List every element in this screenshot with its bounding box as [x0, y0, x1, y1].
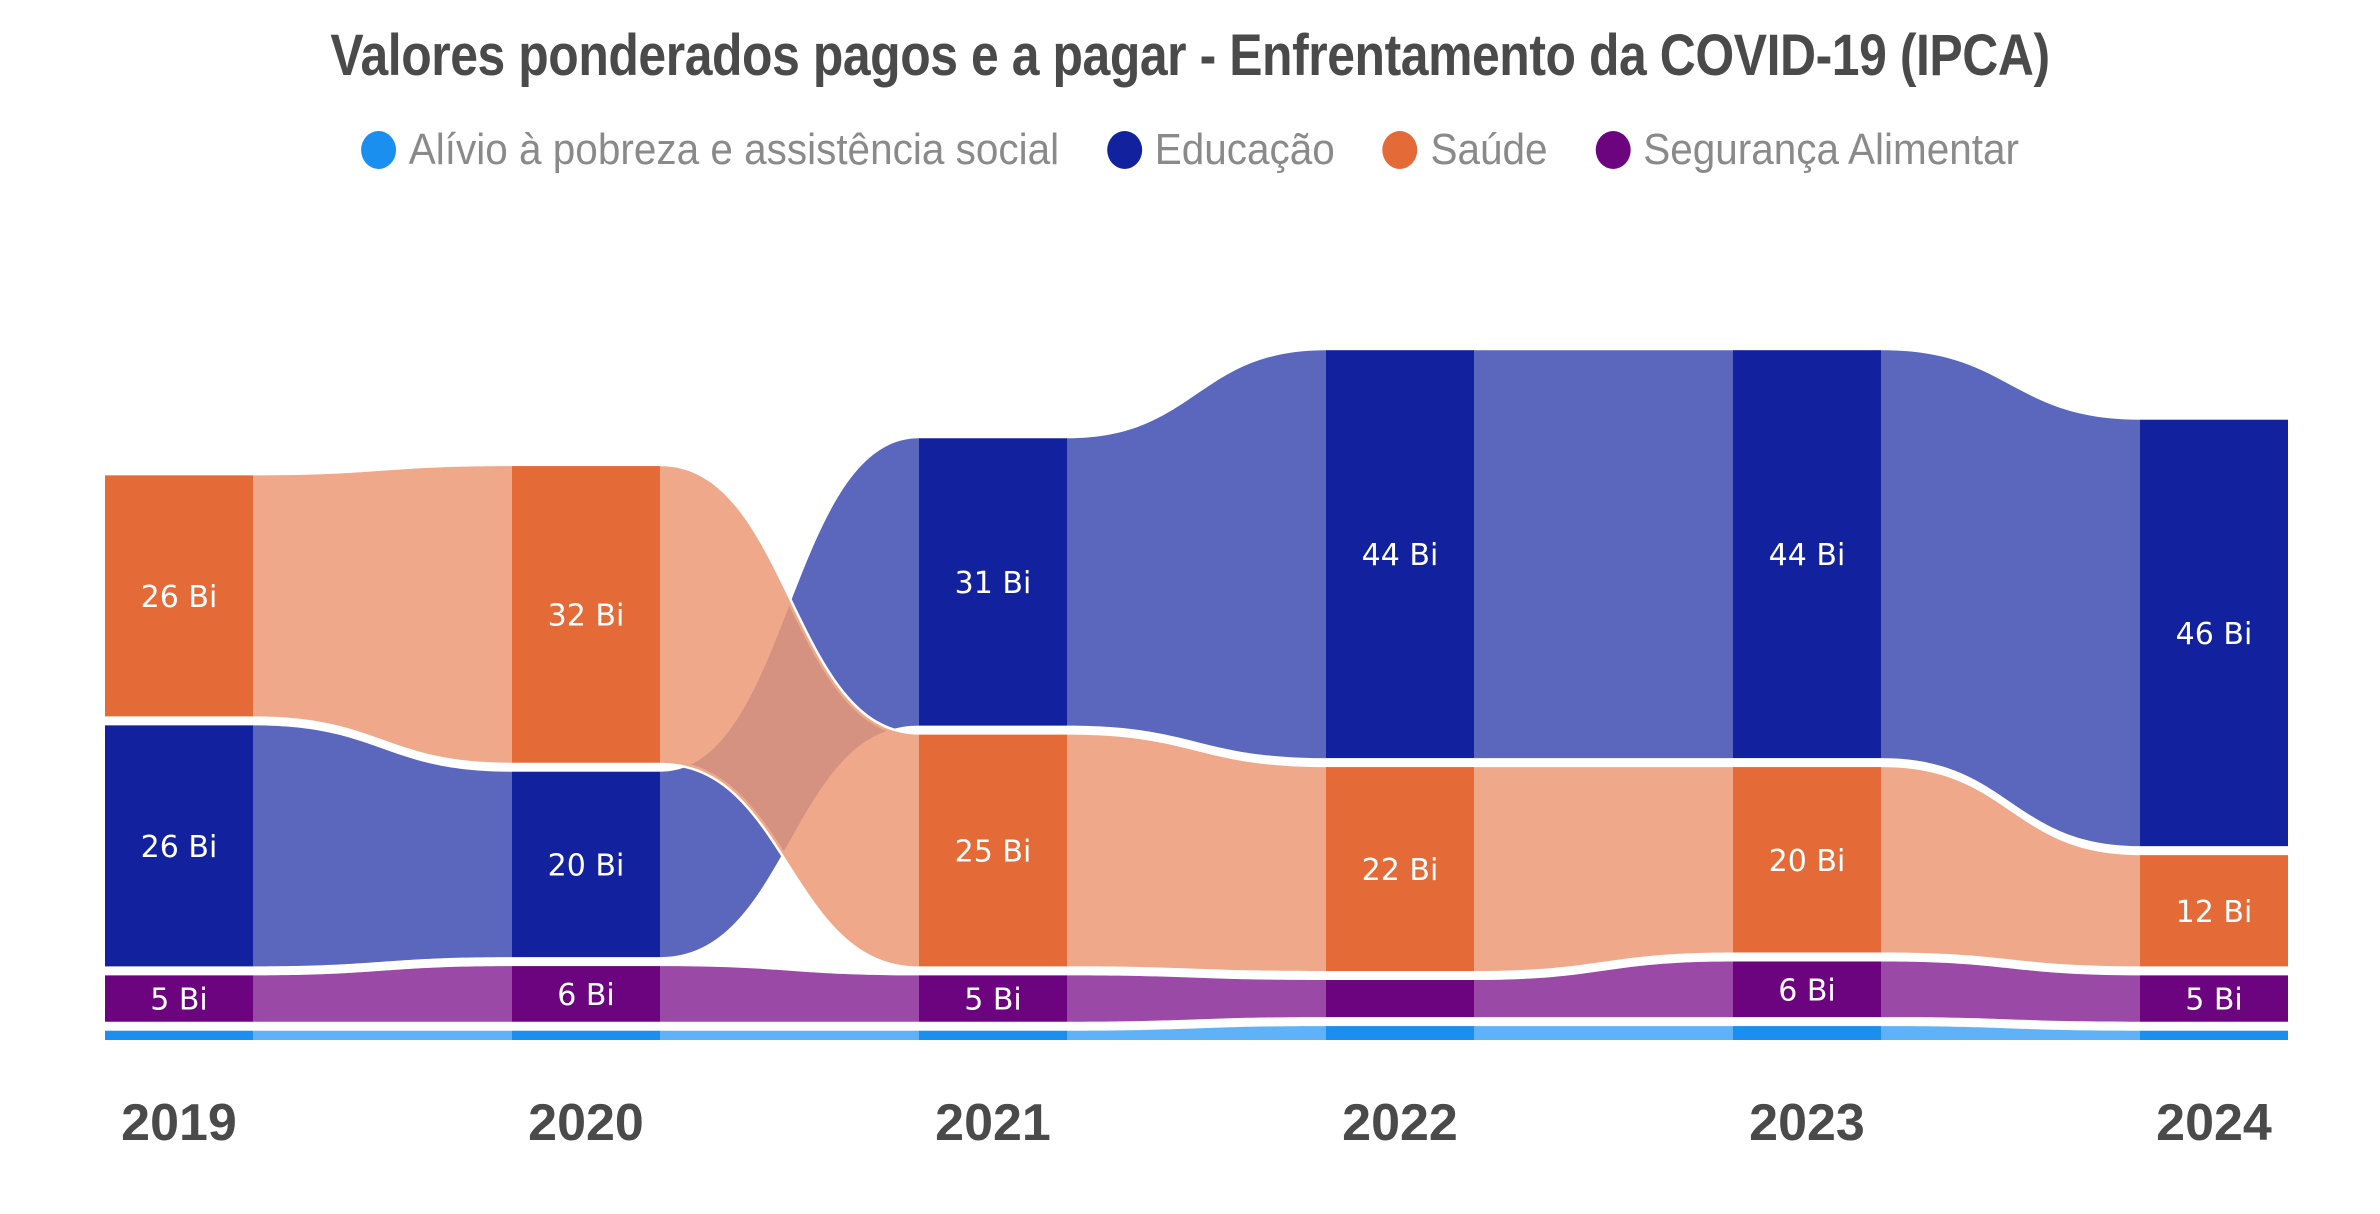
legend-dot-icon [1595, 131, 1631, 169]
ribbon-saude-2021-2022 [1064, 732, 1329, 974]
legend-item-seguranca[interactable]: Segurança Alimentar [1595, 125, 2019, 175]
bar-educacao-2023[interactable] [1733, 350, 1881, 759]
x-tick-label-2021: 2021 [935, 1094, 1051, 1152]
legend-item-alivio[interactable]: Alívio à pobreza e assistência social [360, 125, 1060, 175]
bar-seguranca-alimentar-2019[interactable] [105, 975, 253, 1022]
bar-educacao-2022[interactable] [1326, 350, 1474, 759]
data-label-saude-2024: 12 Bi [2176, 895, 2253, 930]
ribbon-seguranca-alimentar-2020-2021 [657, 963, 922, 1025]
bar-seguranca-alimentar-2023[interactable] [1733, 961, 1881, 1018]
ribbon-seguranca-alimentar-2019-2020 [250, 963, 515, 1025]
legend-dot-icon [1382, 131, 1418, 169]
bar-alivio-a-pobreza-e-assistencia-social-2022[interactable] [1326, 1026, 1474, 1040]
legend-item-saude[interactable]: Saúde [1382, 125, 1548, 175]
data-label-educacao-2019: 26 Bi [141, 830, 218, 865]
bar-saude-2023[interactable] [1733, 767, 1881, 953]
bar-educacao-2021[interactable] [919, 438, 1067, 726]
bar-saude-2021[interactable] [919, 734, 1067, 967]
ribbon-alivio-a-pobreza-e-assistencia-social-2019-2020 [250, 1028, 515, 1043]
bar-saude-2020[interactable] [512, 466, 660, 763]
ribbon-educacao-2022-2023 [1471, 347, 1736, 761]
data-label-educacao-2021: 31 Bi [955, 566, 1032, 601]
legend: Alívio à pobreza e assistência social Ed… [95, 125, 2285, 175]
data-label-saude-2022: 22 Bi [1362, 853, 1439, 888]
data-label-seguranca-alimentar-2019: 5 Bi [150, 983, 208, 1018]
bar-saude-2022[interactable] [1326, 767, 1474, 972]
legend-dot-icon [360, 131, 396, 169]
labels-layer: 26 Bi 20 Bi 31 Bi 44 Bi 44 Bi 46 Bi 26 Bi 32 Bi… [141, 538, 2253, 1017]
legend-label: Alívio à pobreza e assistência social [408, 125, 1060, 174]
data-label-educacao-2024: 46 Bi [2176, 617, 2253, 652]
data-label-educacao-2020: 20 Bi [548, 848, 625, 883]
data-label-seguranca-alimentar-2021: 5 Bi [964, 983, 1022, 1018]
legend-label: Saúde [1430, 125, 1548, 174]
x-tick-label-2022: 2022 [1342, 1094, 1458, 1152]
bar-saude-2024[interactable] [2140, 855, 2288, 967]
ribbon-seguranca-alimentar-2021-2022 [1064, 972, 1329, 1025]
data-label-seguranca-alimentar-2024: 5 Bi [2185, 983, 2243, 1018]
ribbons-layer [250, 347, 2143, 1043]
data-label-seguranca-alimentar-2020: 6 Bi [557, 978, 615, 1013]
bar-seguranca-alimentar-2024[interactable] [2140, 975, 2288, 1022]
ribbon-seguranca-alimentar-2023-2024 [1878, 958, 2143, 1025]
ribbon-alivio-a-pobreza-e-assistencia-social-2021-2022 [1064, 1023, 1329, 1043]
bar-educacao-2024[interactable] [2140, 419, 2288, 847]
x-tick-label-2023: 2023 [1749, 1094, 1865, 1152]
x-axis: 2019 2020 2021 2022 2023 2024 [121, 1094, 2272, 1152]
legend-dot-icon [1106, 131, 1142, 169]
legend-item-educacao[interactable]: Educação [1106, 125, 1335, 175]
ribbon-alivio-a-pobreza-e-assistencia-social-2022-2023 [1471, 1023, 1736, 1043]
data-label-saude-2020: 32 Bi [548, 598, 625, 633]
bar-educacao-2019[interactable] [105, 725, 253, 967]
chart-title: Valores ponderados pagos e a pagar - Enf… [330, 23, 2050, 88]
ribbon-saude-2019-2020 [250, 463, 515, 766]
bar-seguranca-alimentar-2021[interactable] [919, 975, 1067, 1022]
bar-alivio-a-pobreza-e-assistencia-social-2021[interactable] [919, 1030, 1067, 1040]
data-label-saude-2021: 25 Bi [955, 835, 1032, 870]
data-label-saude-2023: 20 Bi [1769, 844, 1846, 879]
x-tick-label-2019: 2019 [121, 1094, 237, 1152]
bar-seguranca-alimentar-2020[interactable] [512, 966, 660, 1022]
ribbon-alivio-a-pobreza-e-assistencia-social-2020-2021 [657, 1028, 922, 1043]
bar-alivio-a-pobreza-e-assistencia-social-2024[interactable] [2140, 1030, 2288, 1040]
ribbon-alivio-a-pobreza-e-assistencia-social-2023-2024 [1878, 1023, 2143, 1043]
bar-alivio-a-pobreza-e-assistencia-social-2020[interactable] [512, 1030, 660, 1040]
data-label-educacao-2023: 44 Bi [1769, 538, 1846, 573]
x-tick-label-2020: 2020 [528, 1094, 644, 1152]
x-tick-label-2024: 2024 [2156, 1094, 2272, 1152]
ribbon-educacao-2021-2022 [1064, 347, 1329, 761]
bar-alivio-a-pobreza-e-assistencia-social-2023[interactable] [1733, 1026, 1881, 1040]
bar-seguranca-alimentar-2022[interactable] [1326, 980, 1474, 1018]
data-label-educacao-2022: 44 Bi [1362, 538, 1439, 573]
bar-saude-2019[interactable] [105, 475, 253, 717]
bars-layer [105, 350, 2288, 1040]
legend-label: Educação [1154, 125, 1335, 174]
legend-label: Segurança Alimentar [1643, 125, 2020, 174]
bar-alivio-a-pobreza-e-assistencia-social-2019[interactable] [105, 1030, 253, 1040]
bar-educacao-2020[interactable] [512, 771, 660, 958]
data-label-seguranca-alimentar-2023: 6 Bi [1778, 973, 1836, 1008]
ribbon-saude-2022-2023 [1471, 764, 1736, 974]
data-label-saude-2019: 26 Bi [141, 580, 218, 615]
